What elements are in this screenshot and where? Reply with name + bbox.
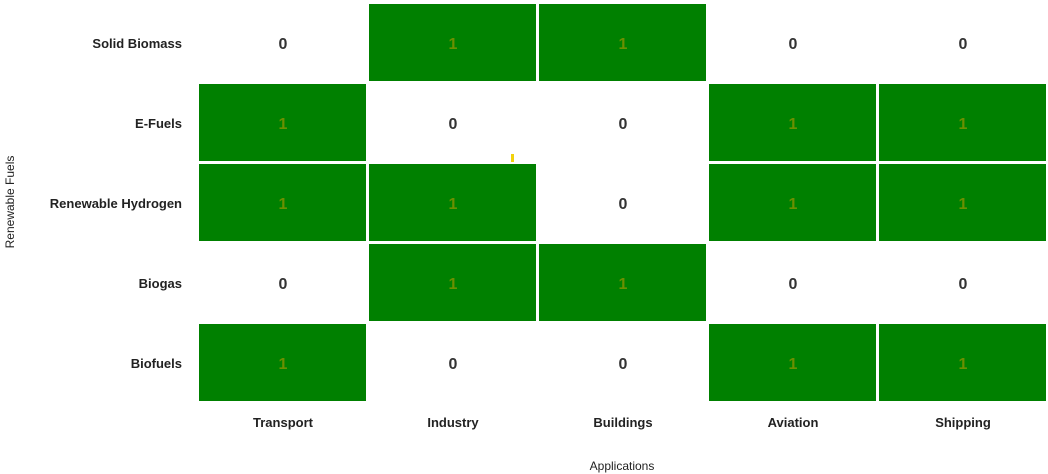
cell-value-label: 1 [789,116,798,133]
cell-value-label: 1 [279,356,288,373]
heatmap-cell-biofuels-buildings [539,324,706,401]
heatmap-cell-e-fuels-shipping [879,84,1046,161]
cell-value-label: 0 [959,276,968,293]
y-tick-label: Solid Biomass [92,36,182,51]
cell-value-label: 1 [959,356,968,373]
cell-value-label: 0 [619,116,628,133]
heatmap-cell-biofuels-shipping [879,324,1046,401]
x-tick-label: Industry [427,415,479,430]
heatmap-cell-solid-biomass-transport [199,4,366,81]
heatmap-cell-solid-biomass-industry [369,4,536,81]
cell-value-label: 0 [959,36,968,53]
cell-value-label: 0 [449,356,458,373]
x-tick-label: Transport [253,415,314,430]
cell-value-label: 1 [279,116,288,133]
heatmap-cell-renewable-hydrogen-transport [199,164,366,241]
heatmap-cell-biofuels-aviation [709,324,876,401]
y-axis-label: Renewable Fuels [3,156,17,249]
cell-value-label: 1 [619,276,628,293]
y-tick-label: E-Fuels [135,116,182,131]
heatmap-cell-e-fuels-aviation [709,84,876,161]
heatmap-cell-e-fuels-buildings [539,84,706,161]
heatmap-cells: 0 1 1 0 0 1 0 0 1 1 1 1 0 1 1 0 1 1 0 0 1 0 0 1 1 [199,4,1046,401]
y-tick-label: Renewable Hydrogen [50,196,182,211]
x-tick-label: Shipping [935,415,991,430]
y-tick-labels: Solid Biomass E-Fuels Renewable Hydrogen Bi… [50,36,182,371]
heatmap-cell-biofuels-industry [369,324,536,401]
heatmap-cell-solid-biomass-shipping [879,4,1046,81]
x-axis-label: Applications [590,459,655,473]
heatmap-cell-renewable-hydrogen-shipping [879,164,1046,241]
heatmap-cell-renewable-hydrogen-industry [369,164,536,241]
cell-value-label: 0 [279,36,288,53]
cell-value-label: 1 [449,276,458,293]
cell-value-label: 0 [789,36,798,53]
y-tick-label: Biofuels [131,356,182,371]
heatmap-cell-renewable-hydrogen-buildings [539,164,706,241]
heatmap-cell-e-fuels-industry [369,84,536,161]
heatmap-cell-solid-biomass-aviation [709,4,876,81]
heatmap-cell-biogas-transport [199,244,366,321]
cell-value-label: 0 [619,356,628,373]
heatmap-cell-biogas-shipping [879,244,1046,321]
cell-value-label: 0 [619,196,628,213]
cell-value-label: 1 [279,196,288,213]
cell-value-label: 0 [279,276,288,293]
heatmap-cell-e-fuels-transport [199,84,366,161]
x-tick-labels: Transport Industry Buildings Aviation Shippi… [253,415,991,430]
cell-value-label: 1 [789,196,798,213]
x-tick-label: Buildings [593,415,652,430]
heatmap-cell-solid-biomass-buildings [539,4,706,81]
cell-value-label: 0 [789,276,798,293]
cell-value-label: 1 [959,196,968,213]
cursor-marker [511,154,514,162]
cell-value-label: 1 [959,116,968,133]
x-tick-label: Aviation [768,415,819,430]
cell-value-label: 1 [789,356,798,373]
cell-value-label: 1 [619,36,628,53]
heatmap-cell-biogas-aviation [709,244,876,321]
cell-value-label: 0 [449,116,458,133]
cell-value-label: 1 [449,36,458,53]
y-tick-label: Biogas [139,276,182,291]
cell-value-label: 1 [449,196,458,213]
heatmap-cell-renewable-hydrogen-aviation [709,164,876,241]
heatmap-cell-biofuels-transport [199,324,366,401]
heatmap-cell-biogas-buildings [539,244,706,321]
heatmap-cell-biogas-industry [369,244,536,321]
